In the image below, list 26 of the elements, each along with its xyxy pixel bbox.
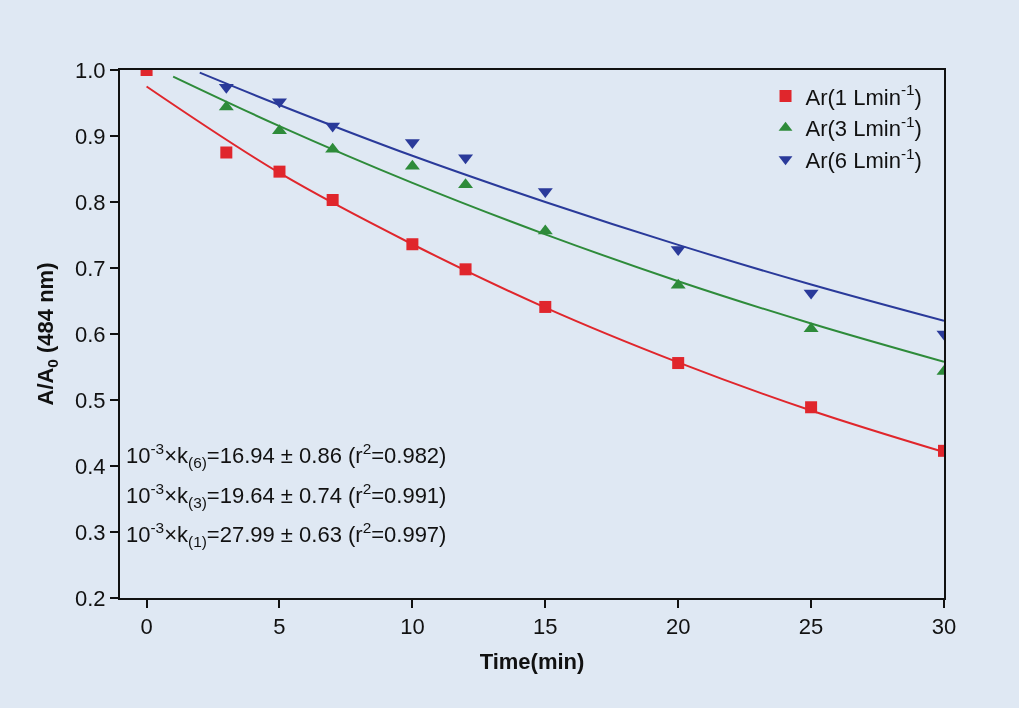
- y-tick-label: 0.3: [75, 519, 106, 545]
- x-tick-label: 0: [140, 614, 153, 640]
- y-tick-label: 0.8: [75, 189, 106, 215]
- line-series: [172, 75, 944, 363]
- y-tick-label: 0.2: [75, 585, 106, 611]
- point: [220, 146, 233, 159]
- x-tick-label: 25: [798, 614, 824, 640]
- y-tick-label: 0.7: [75, 255, 106, 281]
- y-tick-label: 0.5: [75, 387, 106, 413]
- x-tick-label: 15: [533, 614, 558, 640]
- x-axis-title: Time(min): [479, 648, 585, 674]
- annotation: 10$^{-3}$×k$_{(3)}$=19.64 ± 0.74 (r$^{2}$=0.991): [126, 480, 447, 511]
- legend-label: Ar(3 Lmin$^{-1}$): [805, 113, 922, 142]
- x-tick-label: 10: [400, 614, 425, 640]
- legend-label: Ar(6 Lmin$^{-1}$): [805, 144, 922, 173]
- y-tick-label: 0.4: [75, 453, 106, 479]
- x-tick-label: 30: [931, 614, 957, 640]
- annotation: 10$^{-3}$×k$_{(6)}$=16.94 ± 0.86 (r$^{2}$=0.982): [126, 440, 447, 471]
- x-tick-label: 20: [665, 614, 691, 640]
- y-tick-label: 0.9: [75, 123, 106, 149]
- line-series: [198, 71, 944, 322]
- annotation: 10$^{-3}$×k$_{(1)}$=27.99 ± 0.63 (r$^{2}$=0.997): [126, 519, 447, 550]
- y-tick-label: 0.6: [75, 321, 106, 347]
- legend-label: Ar(1 Lmin$^{-1}$): [805, 81, 922, 110]
- y-tick-label: 1.0: [75, 57, 106, 83]
- x-tick-label: 5: [273, 614, 286, 640]
